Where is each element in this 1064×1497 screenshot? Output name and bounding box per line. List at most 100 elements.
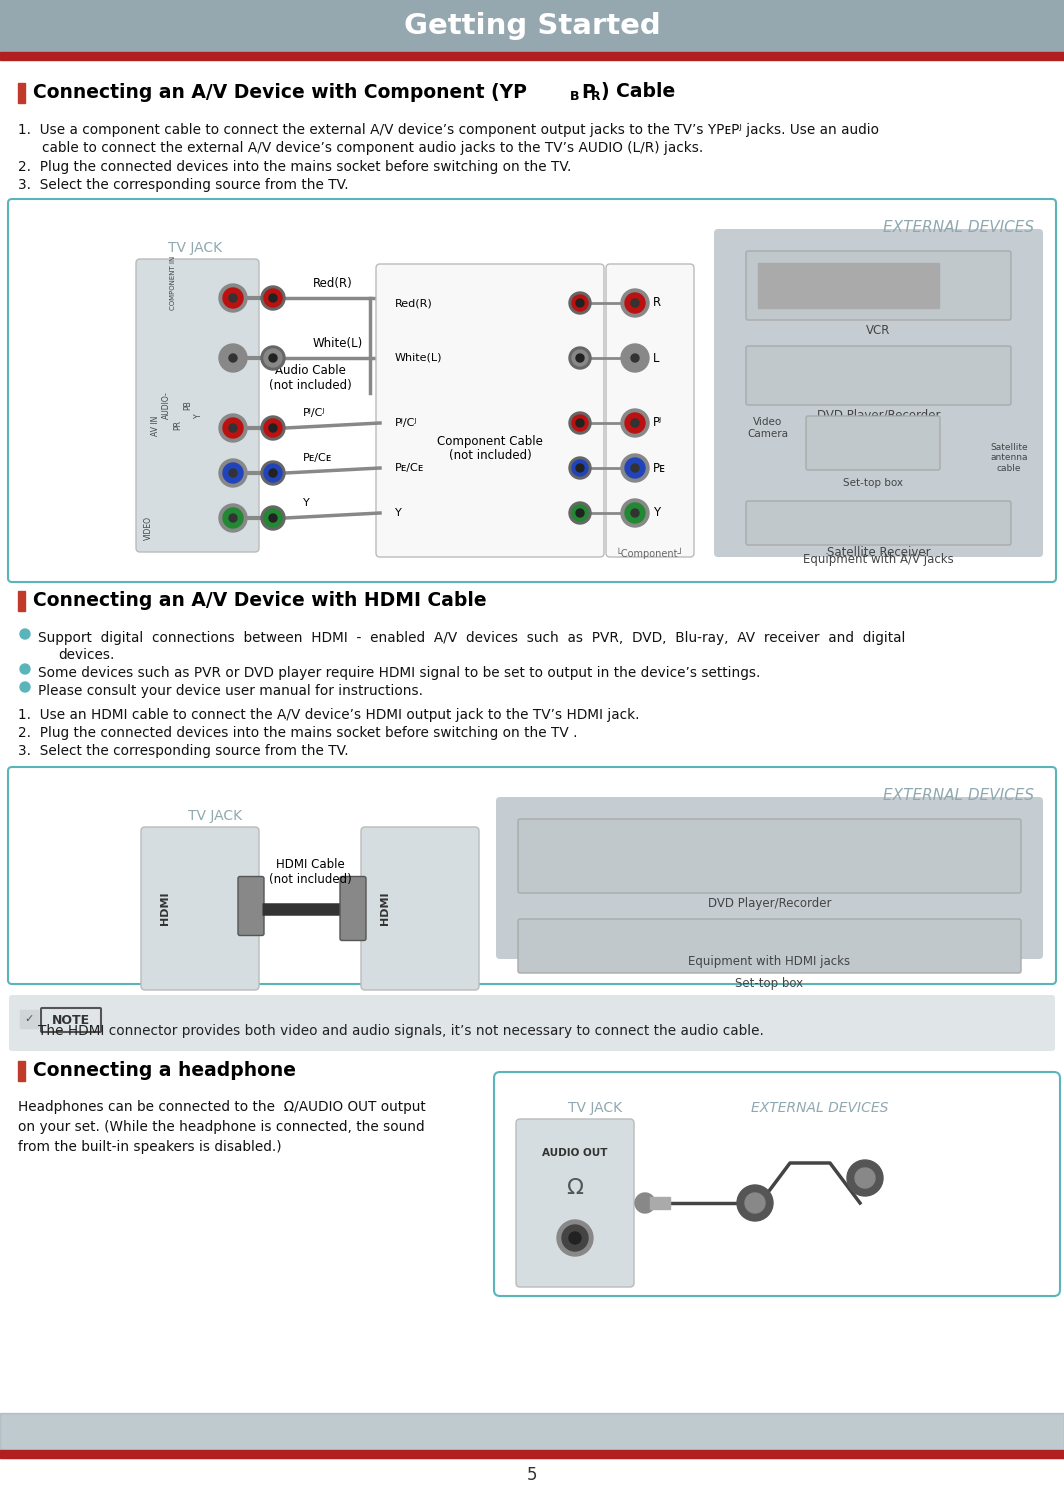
Circle shape bbox=[625, 347, 645, 368]
Text: EXTERNAL DEVICES: EXTERNAL DEVICES bbox=[883, 789, 1034, 804]
Circle shape bbox=[576, 509, 584, 516]
Circle shape bbox=[219, 460, 247, 487]
FancyBboxPatch shape bbox=[41, 1007, 101, 1031]
Text: PR: PR bbox=[173, 421, 183, 431]
Circle shape bbox=[261, 506, 285, 530]
Circle shape bbox=[264, 289, 282, 307]
Circle shape bbox=[631, 299, 639, 307]
Circle shape bbox=[572, 504, 588, 521]
FancyBboxPatch shape bbox=[606, 263, 694, 557]
Circle shape bbox=[261, 416, 285, 440]
Circle shape bbox=[264, 349, 282, 367]
Circle shape bbox=[223, 463, 243, 484]
Bar bbox=[758, 263, 940, 308]
FancyBboxPatch shape bbox=[496, 796, 1043, 960]
Circle shape bbox=[572, 460, 588, 476]
Text: R: R bbox=[653, 296, 661, 310]
Circle shape bbox=[621, 409, 649, 437]
Circle shape bbox=[745, 1193, 765, 1213]
Text: ✓: ✓ bbox=[24, 1013, 34, 1024]
Circle shape bbox=[621, 289, 649, 317]
Text: TV JACK: TV JACK bbox=[168, 241, 222, 254]
Bar bbox=[18, 82, 24, 103]
FancyBboxPatch shape bbox=[238, 877, 264, 936]
Text: Satellite
antenna
cable: Satellite antenna cable bbox=[991, 443, 1028, 473]
Circle shape bbox=[261, 286, 285, 310]
Text: P: P bbox=[581, 82, 595, 102]
Circle shape bbox=[264, 509, 282, 527]
Circle shape bbox=[562, 1225, 588, 1251]
Text: Set-top box: Set-top box bbox=[735, 976, 803, 990]
Text: Headphones can be connected to the  Ω/AUDIO OUT output: Headphones can be connected to the Ω/AUD… bbox=[18, 1100, 426, 1114]
FancyBboxPatch shape bbox=[9, 199, 1055, 582]
Circle shape bbox=[625, 293, 645, 313]
Circle shape bbox=[569, 1232, 581, 1244]
Text: 3.  Select the corresponding source from the TV.: 3. Select the corresponding source from … bbox=[18, 178, 349, 192]
Text: TV JACK: TV JACK bbox=[188, 808, 243, 823]
Text: EXTERNAL DEVICES: EXTERNAL DEVICES bbox=[751, 1100, 888, 1115]
FancyBboxPatch shape bbox=[9, 766, 1055, 984]
Circle shape bbox=[569, 412, 591, 434]
Text: Please consult your device user manual for instructions.: Please consult your device user manual f… bbox=[38, 684, 423, 698]
Circle shape bbox=[20, 683, 30, 692]
Bar bbox=[0, 1413, 1064, 1458]
Circle shape bbox=[219, 415, 247, 442]
Text: Pᴶ: Pᴶ bbox=[653, 416, 662, 430]
Text: 1.  Use an HDMI cable to connect the A/V device’s HDMI output jack to the TV’s H: 1. Use an HDMI cable to connect the A/V … bbox=[18, 708, 639, 722]
Circle shape bbox=[631, 509, 639, 516]
Bar bbox=[650, 1198, 670, 1210]
Text: Red(R): Red(R) bbox=[395, 298, 433, 308]
Circle shape bbox=[631, 464, 639, 472]
Circle shape bbox=[261, 461, 285, 485]
Text: Connecting a headphone: Connecting a headphone bbox=[33, 1060, 296, 1079]
Circle shape bbox=[556, 1220, 593, 1256]
Text: Equipment with HDMI jacks: Equipment with HDMI jacks bbox=[688, 955, 850, 969]
Circle shape bbox=[635, 1193, 655, 1213]
Text: Y: Y bbox=[395, 507, 402, 518]
FancyBboxPatch shape bbox=[518, 819, 1021, 894]
Text: B: B bbox=[570, 90, 580, 103]
Text: devices.: devices. bbox=[59, 648, 114, 662]
Bar bbox=[0, 52, 1064, 60]
Circle shape bbox=[625, 503, 645, 522]
Circle shape bbox=[269, 353, 277, 362]
FancyBboxPatch shape bbox=[142, 826, 259, 990]
Text: Set-top box: Set-top box bbox=[843, 478, 903, 488]
Circle shape bbox=[229, 424, 237, 433]
Text: The HDMI connector provides both video and audio signals, it’s not necessary to : The HDMI connector provides both video a… bbox=[38, 1024, 764, 1037]
Circle shape bbox=[572, 350, 588, 365]
Text: VIDEO: VIDEO bbox=[144, 516, 152, 540]
Text: L: L bbox=[653, 352, 660, 364]
Circle shape bbox=[269, 293, 277, 302]
Circle shape bbox=[569, 292, 591, 314]
FancyBboxPatch shape bbox=[746, 346, 1011, 406]
Text: TV JACK: TV JACK bbox=[568, 1100, 622, 1115]
Circle shape bbox=[261, 346, 285, 370]
Circle shape bbox=[229, 469, 237, 478]
Circle shape bbox=[576, 419, 584, 427]
Text: Y: Y bbox=[303, 499, 310, 507]
FancyBboxPatch shape bbox=[746, 251, 1011, 320]
Circle shape bbox=[229, 293, 237, 302]
Bar bbox=[20, 1010, 38, 1028]
Bar bbox=[0, 1451, 1064, 1458]
FancyBboxPatch shape bbox=[9, 996, 1055, 1051]
Text: (not included): (not included) bbox=[268, 380, 351, 392]
Text: Pᴶ/Cᴶ: Pᴶ/Cᴶ bbox=[303, 409, 326, 418]
Circle shape bbox=[855, 1168, 875, 1189]
Text: Video
Camera: Video Camera bbox=[748, 418, 788, 439]
Circle shape bbox=[631, 353, 639, 362]
Text: Connecting an A/V Device with HDMI Cable: Connecting an A/V Device with HDMI Cable bbox=[33, 590, 486, 609]
Circle shape bbox=[219, 504, 247, 531]
Text: 1.  Use a component cable to connect the external A/V device’s component output : 1. Use a component cable to connect the … bbox=[18, 123, 879, 138]
Text: Audio Cable: Audio Cable bbox=[275, 364, 346, 377]
Text: Support  digital  connections  between  HDMI  -  enabled  A/V  devices  such  as: Support digital connections between HDMI… bbox=[38, 632, 905, 645]
Circle shape bbox=[572, 415, 588, 431]
Circle shape bbox=[847, 1160, 883, 1196]
Circle shape bbox=[20, 629, 30, 639]
Text: Connecting an A/V Device with Component (YP: Connecting an A/V Device with Component … bbox=[33, 82, 527, 102]
Text: AUDIO-: AUDIO- bbox=[162, 392, 170, 419]
Text: Pᴇ: Pᴇ bbox=[653, 461, 666, 475]
Text: Red(R): Red(R) bbox=[313, 277, 353, 289]
Circle shape bbox=[223, 287, 243, 308]
